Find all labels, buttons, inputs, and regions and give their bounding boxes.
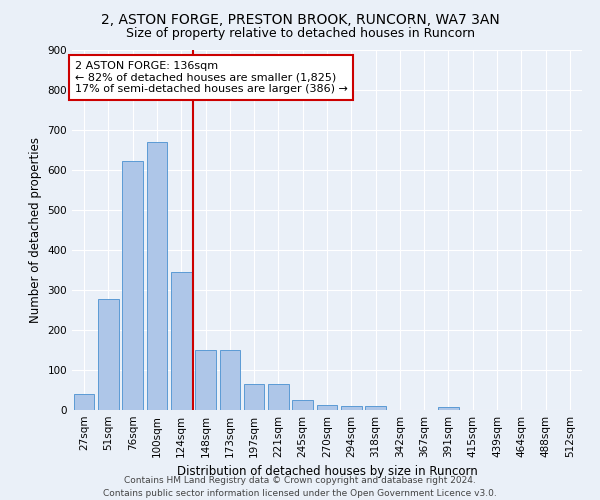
Bar [244, 384, 265, 410]
Bar [438, 407, 459, 410]
Text: Size of property relative to detached houses in Runcorn: Size of property relative to detached ho… [125, 28, 475, 40]
Text: 2, ASTON FORGE, PRESTON BROOK, RUNCORN, WA7 3AN: 2, ASTON FORGE, PRESTON BROOK, RUNCORN, … [101, 12, 499, 26]
X-axis label: Distribution of detached houses by size in Runcorn: Distribution of detached houses by size … [176, 466, 478, 478]
Bar [365, 406, 386, 410]
Bar [171, 272, 191, 410]
Bar [74, 394, 94, 410]
Bar [98, 299, 119, 410]
Bar [317, 405, 337, 410]
Y-axis label: Number of detached properties: Number of detached properties [29, 137, 42, 323]
Bar [341, 406, 362, 410]
Bar [146, 142, 167, 410]
Bar [195, 350, 216, 410]
Bar [122, 161, 143, 410]
Bar [268, 384, 289, 410]
Bar [220, 350, 240, 410]
Text: Contains HM Land Registry data © Crown copyright and database right 2024.
Contai: Contains HM Land Registry data © Crown c… [103, 476, 497, 498]
Bar [292, 400, 313, 410]
Text: 2 ASTON FORGE: 136sqm
← 82% of detached houses are smaller (1,825)
17% of semi-d: 2 ASTON FORGE: 136sqm ← 82% of detached … [74, 61, 347, 94]
